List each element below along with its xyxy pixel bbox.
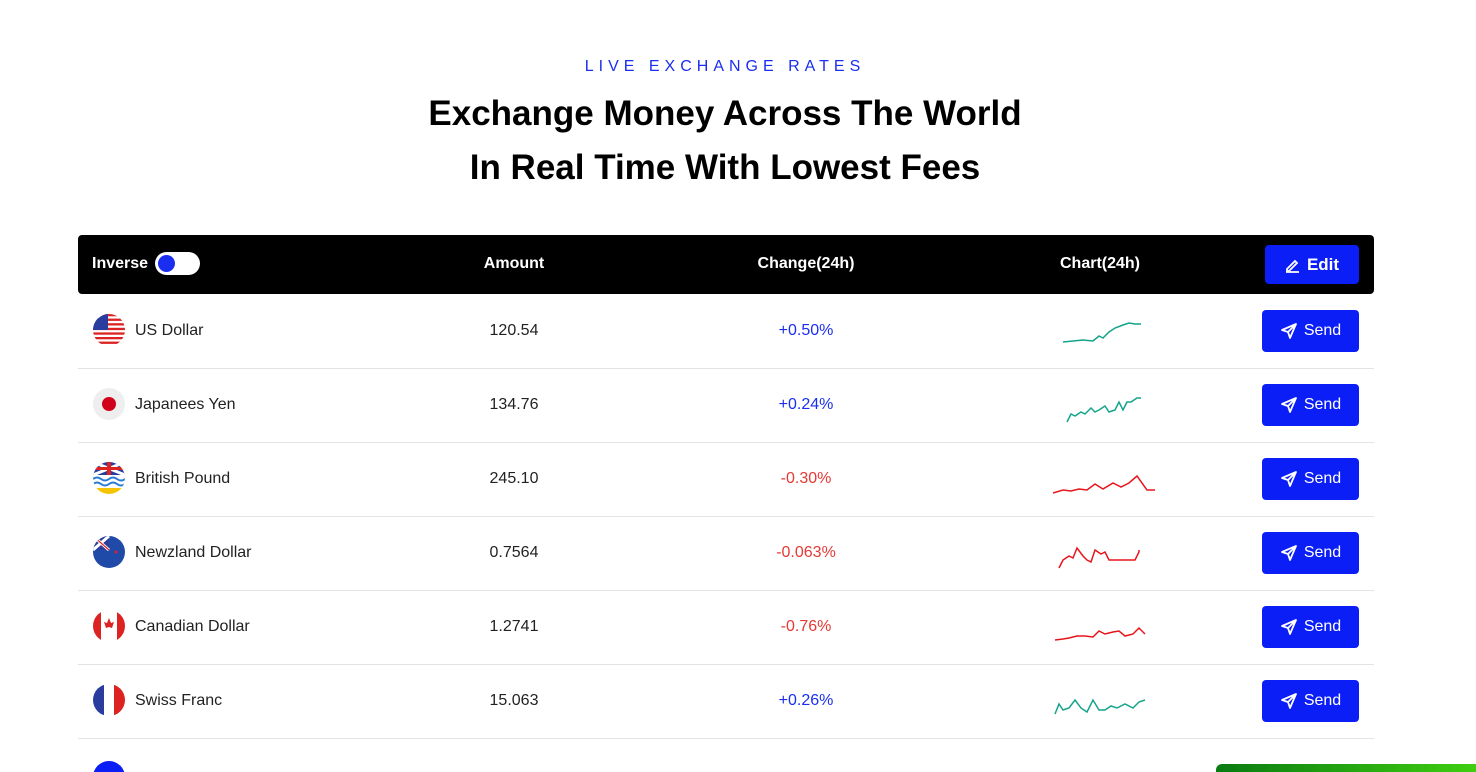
send-icon (1280, 545, 1297, 561)
currency-name: Canadian Dollar (135, 618, 250, 635)
currency-name: Newzland Dollar (135, 544, 252, 561)
sparkline (1062, 322, 1141, 343)
footer-bar (1216, 764, 1476, 772)
send-icon (1280, 693, 1297, 709)
send-icon (1280, 323, 1297, 339)
edit-label: Edit (1306, 254, 1340, 274)
currency-name: US Dollar (135, 322, 204, 339)
send-button[interactable]: Send (1262, 458, 1359, 500)
send-button[interactable]: Send (1262, 384, 1359, 426)
send-button[interactable]: Send (1262, 606, 1359, 648)
send-label: Send (1303, 322, 1342, 339)
column-header: Amount (483, 255, 545, 272)
table-row: Japanees Yen 134.76 +0.24% Send (78, 368, 1374, 443)
send-label: Send (1303, 544, 1342, 561)
change: +0.50% (778, 322, 834, 339)
table-row: British Pound 245.10 -0.30% Send (78, 442, 1374, 517)
send-icon (1280, 471, 1297, 487)
inverse-toggle[interactable] (155, 252, 200, 275)
sparkline (1054, 626, 1146, 641)
currency-name: British Pound (135, 470, 231, 487)
send-button[interactable]: Send (1262, 532, 1359, 574)
send-label: Send (1303, 470, 1342, 487)
table-row: US Dollar 120.54 +0.50% Send (78, 294, 1374, 369)
sparkline (1066, 397, 1141, 423)
currency-flag (93, 314, 125, 346)
edit-button[interactable]: Edit (1265, 245, 1359, 284)
amount: 0.7564 (489, 544, 539, 561)
edit-icon (1285, 259, 1299, 273)
send-label: Send (1303, 618, 1342, 635)
column-header: Inverse (92, 255, 149, 272)
amount: 1.2741 (489, 618, 539, 635)
title-line: Exchange Money Across The World (428, 94, 1022, 133)
sparkline (1054, 698, 1146, 715)
change: -0.76% (780, 618, 832, 635)
currency-flag (93, 462, 125, 494)
table-row: Newzland Dollar 0.7564 -0.063% Send (78, 516, 1374, 591)
currency-flag (93, 388, 125, 420)
amount: 120.54 (489, 322, 539, 339)
send-icon (1280, 619, 1297, 635)
table-header: Inverse Amount Change(24h) Chart(24h) Ed… (78, 235, 1374, 294)
table-row: Canadian Dollar 1.2741 -0.76% Send (78, 590, 1374, 665)
change: +0.24% (778, 396, 834, 413)
send-button[interactable]: Send (1262, 680, 1359, 722)
change: +0.26% (778, 692, 834, 709)
title-line: In Real Time With Lowest Fees (469, 148, 981, 187)
change: -0.30% (780, 470, 832, 487)
table-row: Swiss Franc 15.063 +0.26% Send (78, 664, 1374, 739)
currency-name: Swiss Franc (135, 692, 223, 709)
currency-flag (93, 684, 125, 716)
amount: 15.063 (489, 692, 539, 709)
send-icon (1280, 397, 1297, 413)
change: -0.063% (776, 544, 836, 561)
partial-flag (93, 761, 125, 772)
amount: 134.76 (489, 396, 539, 413)
currency-flag (93, 610, 125, 642)
amount: 245.10 (489, 470, 539, 487)
currency-flag (93, 536, 125, 568)
eyebrow: LIVE EXCHANGE RATES (584, 58, 866, 75)
sparkline (1058, 546, 1140, 569)
column-header: Chart(24h) (1059, 255, 1141, 272)
currency-name: Japanees Yen (135, 396, 236, 413)
send-label: Send (1303, 692, 1342, 709)
column-header: Change(24h) (757, 255, 855, 272)
sparkline (1053, 474, 1155, 494)
send-button[interactable]: Send (1262, 310, 1359, 352)
send-label: Send (1303, 396, 1342, 413)
